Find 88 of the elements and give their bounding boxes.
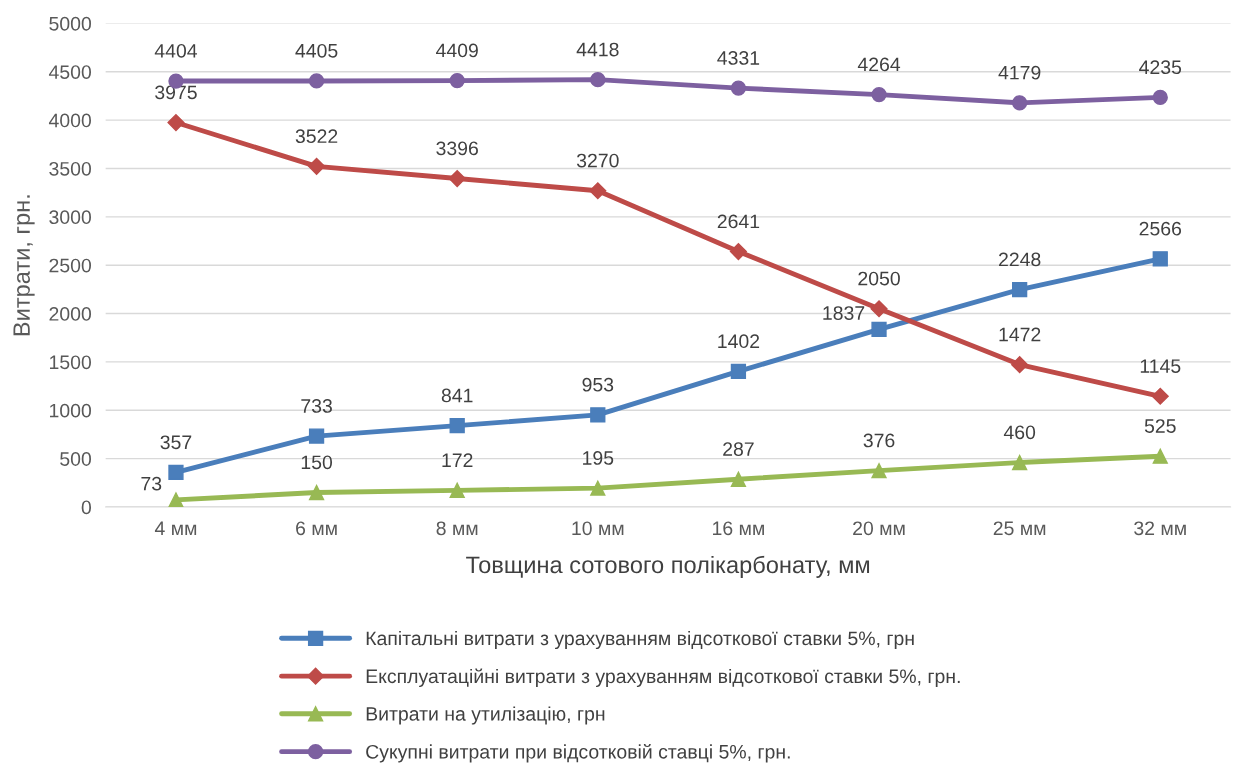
point: [1152, 251, 1168, 267]
point: [308, 157, 326, 175]
data-label: 3522: [295, 129, 338, 144]
data-label: 4404: [154, 43, 198, 58]
point: [1011, 356, 1029, 374]
point: [590, 480, 606, 496]
data-label: 376: [863, 433, 895, 448]
point: [449, 482, 465, 499]
x-tick-label: 10 мм: [572, 521, 624, 536]
point: [1012, 454, 1028, 471]
data-label: 3396: [436, 141, 478, 156]
y-tick-label: 5000: [49, 16, 92, 31]
y-tick-label: 1000: [50, 403, 92, 418]
data-label: 2641: [717, 214, 760, 229]
data-label: 733: [301, 399, 332, 413]
data-label: 1145: [1140, 359, 1181, 373]
point: [590, 72, 606, 88]
y-tick-label: 4500: [48, 65, 92, 79]
data-label: 2050: [858, 271, 900, 286]
x-axis-title: Товщина сотового полікарбонату, мм: [466, 555, 870, 578]
point: [730, 471, 747, 487]
y-tick-label: 1500: [50, 355, 92, 370]
data-label: 172: [442, 453, 473, 467]
point: [168, 464, 184, 481]
point: [1151, 387, 1169, 405]
data-label: 1837: [823, 306, 865, 320]
data-label: 4235: [1139, 60, 1182, 75]
data-label: 4331: [717, 51, 760, 65]
data-label: 287: [723, 442, 754, 456]
y-tick-label: 0: [81, 500, 92, 515]
x-tick-label: 6 мм: [296, 521, 337, 536]
legend-label: Експлуатаційні витрати з урахуванням відсоткової ставки 5%, грн.: [366, 668, 960, 688]
data-label: 195: [583, 451, 614, 465]
y-tick-label: 2500: [49, 258, 92, 273]
point: [870, 300, 888, 318]
y-tick-label: 4000: [48, 113, 92, 128]
data-label: 73: [141, 476, 162, 491]
data-label: 357: [160, 435, 192, 450]
data-label: 525: [1144, 419, 1176, 433]
data-label: 460: [1003, 425, 1036, 440]
data-label: 1402: [718, 334, 760, 349]
point: [308, 428, 325, 444]
data-label: 2248: [999, 252, 1041, 267]
data-label: 4264: [857, 57, 901, 72]
x-tick-label: 16 мм: [713, 521, 764, 536]
x-tick-label: 4 мм: [154, 521, 197, 535]
x-tick-label: 25 мм: [993, 521, 1046, 536]
y-tick-label: 500: [60, 452, 92, 466]
data-label: 3975: [155, 85, 197, 100]
point: [1152, 448, 1168, 464]
data-label: 2566: [1139, 221, 1182, 236]
point: [168, 492, 184, 507]
point: [1152, 89, 1168, 106]
data-label: 150: [301, 455, 333, 470]
point: [730, 363, 747, 380]
point: [308, 73, 325, 89]
point: [589, 182, 607, 200]
data-label: 4405: [295, 43, 338, 58]
point: [730, 80, 747, 96]
y-tick-label: 3000: [49, 210, 92, 225]
data-label: 4418: [576, 42, 619, 57]
y-tick-label: 3500: [49, 161, 92, 176]
data-label: 953: [582, 377, 614, 392]
legend-label: Витрати на утилізацію, грн: [366, 706, 605, 725]
point: [871, 321, 887, 337]
y-tick-label: 2000: [49, 307, 92, 321]
point: [729, 243, 747, 261]
data-label: 4409: [436, 43, 478, 58]
x-tick-label: 8 мм: [436, 521, 478, 536]
legend-label: Капітальні витрати з урахуванням відсоткової ставки 5%, грн: [366, 630, 914, 650]
point: [308, 484, 325, 501]
data-label: 3270: [576, 153, 619, 168]
point: [448, 169, 466, 188]
point: [167, 113, 185, 132]
data-label: 4179: [998, 65, 1041, 80]
point: [449, 72, 465, 89]
data-label: 841: [441, 388, 473, 403]
point: [871, 86, 887, 103]
point: [871, 462, 887, 479]
y-axis-title: Витрати, грн.: [13, 195, 35, 336]
x-tick-label: 20 мм: [853, 521, 905, 536]
point: [1012, 281, 1028, 298]
point: [449, 418, 465, 434]
point: [590, 407, 606, 423]
x-tick-label: 32 мм: [1134, 521, 1186, 536]
point: [1012, 95, 1028, 111]
legend-label: Сукупні витрати при відсотковій ставці 5%, грн.: [366, 744, 790, 763]
data-label: 1472: [999, 327, 1041, 342]
